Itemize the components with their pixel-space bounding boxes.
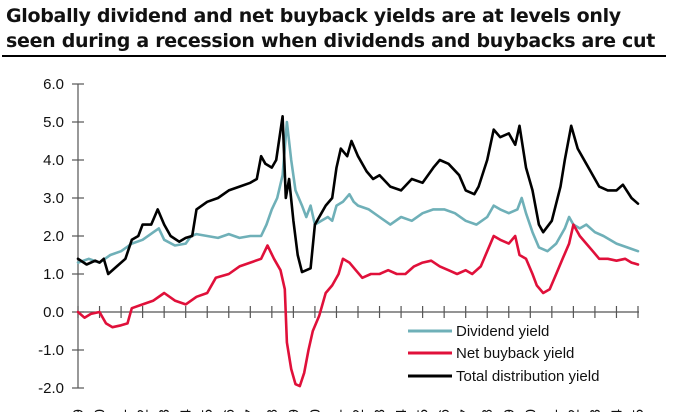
x-tick-label: 05 — [199, 409, 216, 412]
x-tick-label: 02 — [135, 409, 152, 412]
x-tick-label: 9 — [501, 409, 518, 412]
y-tick-label: -2.0 — [38, 380, 64, 397]
x-tick-label: 5 — [415, 409, 432, 412]
x-tick-label: 08 — [264, 409, 281, 412]
x-tick-label: 6 — [436, 409, 453, 412]
x-tick-label: 7 — [458, 409, 475, 412]
series-line-net-buyback-yield — [76, 223, 640, 388]
legend-label-total-distribution-yield: Total distribution yield — [456, 368, 599, 385]
y-tick-label: 2.0 — [43, 228, 64, 245]
y-tick-label: -1.0 — [38, 342, 64, 359]
x-tick-label: 22 — [565, 409, 582, 412]
series-group — [76, 115, 640, 388]
legend-label-dividend-yield: Dividend yield — [456, 323, 549, 340]
axes: 6.05.04.03.02.01.00.0-1.0-2.099000102030… — [38, 76, 647, 412]
legend: Dividend yield Net buyback yield Total d… — [408, 323, 599, 385]
title-underline — [2, 55, 666, 57]
x-tick-label: 21 — [544, 409, 561, 412]
x-tick-label: 04 — [178, 409, 195, 412]
y-tick-label: 4.0 — [43, 152, 64, 169]
x-tick-label: 25 — [630, 409, 647, 412]
x-tick-label: 99 — [70, 409, 87, 412]
x-tick-label: 24 — [608, 409, 625, 412]
x-tick-label: 20 — [522, 409, 539, 412]
x-tick-label: 3 — [372, 409, 389, 412]
y-tick-label: 0.0 — [43, 304, 64, 321]
legend-label-net-buyback-yield: Net buyback yield — [456, 345, 574, 362]
x-tick-label: 00 — [92, 409, 109, 412]
x-tick-label: 03 — [156, 409, 173, 412]
y-tick-label: 1.0 — [43, 266, 64, 283]
series-line-dividend-yield — [76, 120, 640, 264]
x-tick-label: 8 — [479, 409, 496, 412]
x-tick-label: 23 — [587, 409, 604, 412]
x-tick-label: 09 — [285, 409, 302, 412]
series-line-total-distribution-yield — [76, 115, 640, 276]
x-tick-label: 1 — [328, 409, 345, 412]
chart-title: Globally dividend and net buyback yields… — [6, 5, 655, 52]
y-tick-label: 6.0 — [43, 76, 64, 93]
x-tick-label: 0 — [307, 409, 324, 412]
x-tick-label: 4 — [393, 409, 410, 412]
x-tick-label: 07 — [242, 409, 259, 412]
x-tick-label: 2 — [350, 409, 367, 412]
y-tick-label: 5.0 — [43, 114, 64, 131]
x-tick-label: 06 — [221, 409, 238, 412]
x-tick-label: 01 — [113, 409, 130, 412]
y-tick-label: 3.0 — [43, 190, 64, 207]
